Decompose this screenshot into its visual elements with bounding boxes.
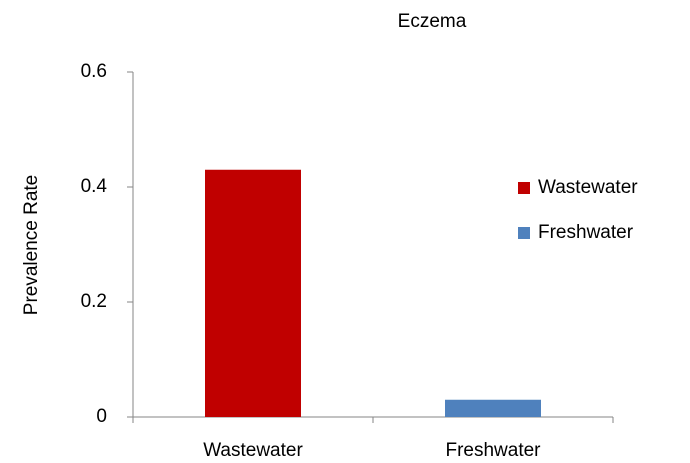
legend-label: Freshwater — [538, 222, 634, 243]
x-tick-label: Freshwater — [445, 440, 541, 461]
y-tick-label: 0 — [96, 406, 107, 427]
y-tick-label: 0.6 — [81, 61, 107, 82]
legend-label: Wastewater — [538, 177, 638, 198]
legend-swatch — [518, 227, 530, 239]
y-tick-label: 0.4 — [81, 176, 108, 197]
y-axis-label: Prevalence Rate — [21, 175, 42, 315]
y-tick-label: 0.2 — [81, 291, 107, 312]
x-tick-label: Wastewater — [203, 440, 303, 461]
legend-swatch — [518, 182, 530, 194]
chart-title: Eczema — [398, 11, 467, 32]
bar — [205, 169, 301, 417]
bar — [445, 399, 541, 417]
